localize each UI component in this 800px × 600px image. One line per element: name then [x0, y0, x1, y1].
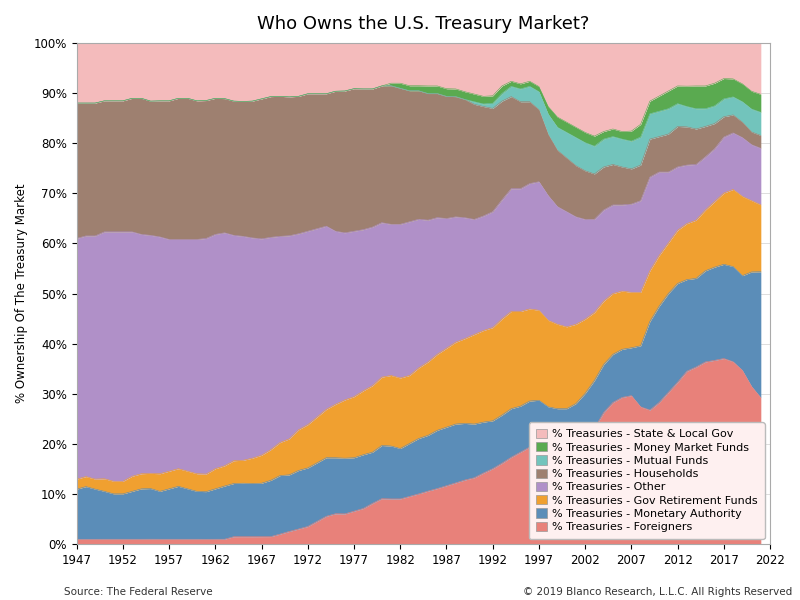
- Legend: % Treasuries - State & Local Gov, % Treasuries - Money Market Funds, % Treasurie: % Treasuries - State & Local Gov, % Trea…: [529, 422, 765, 539]
- Text: © 2019 Blanco Research, L.L.C. All Rights Reserved: © 2019 Blanco Research, L.L.C. All Right…: [522, 587, 792, 597]
- Title: Who Owns the U.S. Treasury Market?: Who Owns the U.S. Treasury Market?: [257, 15, 590, 33]
- Y-axis label: % Ownership Of The Treasury Market: % Ownership Of The Treasury Market: [15, 184, 28, 403]
- Text: Source: The Federal Reserve: Source: The Federal Reserve: [64, 587, 213, 597]
